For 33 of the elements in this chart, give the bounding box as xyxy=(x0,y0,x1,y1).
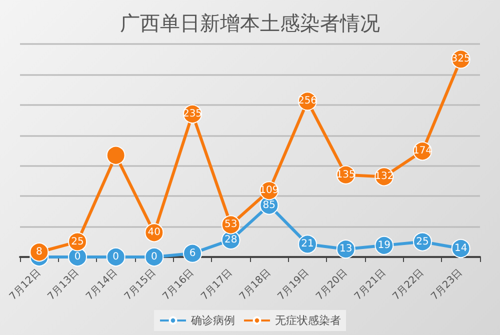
x-tick-label: 7月19日 xyxy=(276,267,312,303)
data-label: 19 xyxy=(378,240,391,251)
x-tick-label: 7月18日 xyxy=(238,267,274,303)
data-label: 0 xyxy=(74,252,81,262)
data-label: 14 xyxy=(454,242,468,254)
data-label: 8 xyxy=(36,246,42,258)
chart-title: 广西单日新增本土感染者情况 xyxy=(120,11,380,35)
x-tick-label: 7月22日 xyxy=(390,267,426,303)
x-tick-label: 7月13日 xyxy=(46,267,82,303)
data-label: 174 xyxy=(412,146,432,157)
data-label: 25 xyxy=(71,236,84,248)
x-tick-label: 7月21日 xyxy=(352,267,388,303)
x-tick-label: 7月20日 xyxy=(314,267,350,303)
x-tick-label: 7月12日 xyxy=(8,267,44,303)
data-label: 85 xyxy=(262,200,276,211)
legend-label: 无症状感染者 xyxy=(275,314,341,327)
data-label: 28 xyxy=(224,234,238,246)
data-label: 21 xyxy=(301,238,314,250)
data-label: 40 xyxy=(148,227,161,238)
x-tick-label: 7月14日 xyxy=(84,267,120,303)
data-label: 0 xyxy=(112,252,120,262)
x-tick-label: 7月17日 xyxy=(199,267,235,303)
data-label: 6 xyxy=(189,248,196,259)
x-tick-label: 7月23日 xyxy=(429,267,465,303)
point xyxy=(106,146,126,165)
data-label: 13 xyxy=(339,244,352,255)
legend-label: 确诊病例 xyxy=(190,314,235,327)
data-label: 53 xyxy=(224,219,238,230)
data-label: 132 xyxy=(374,171,394,182)
data-label: 0 xyxy=(150,252,158,262)
data-label: 25 xyxy=(416,236,429,248)
x-tick-label: 7月15日 xyxy=(122,267,158,303)
x-tick-label: 7月16日 xyxy=(160,267,196,303)
